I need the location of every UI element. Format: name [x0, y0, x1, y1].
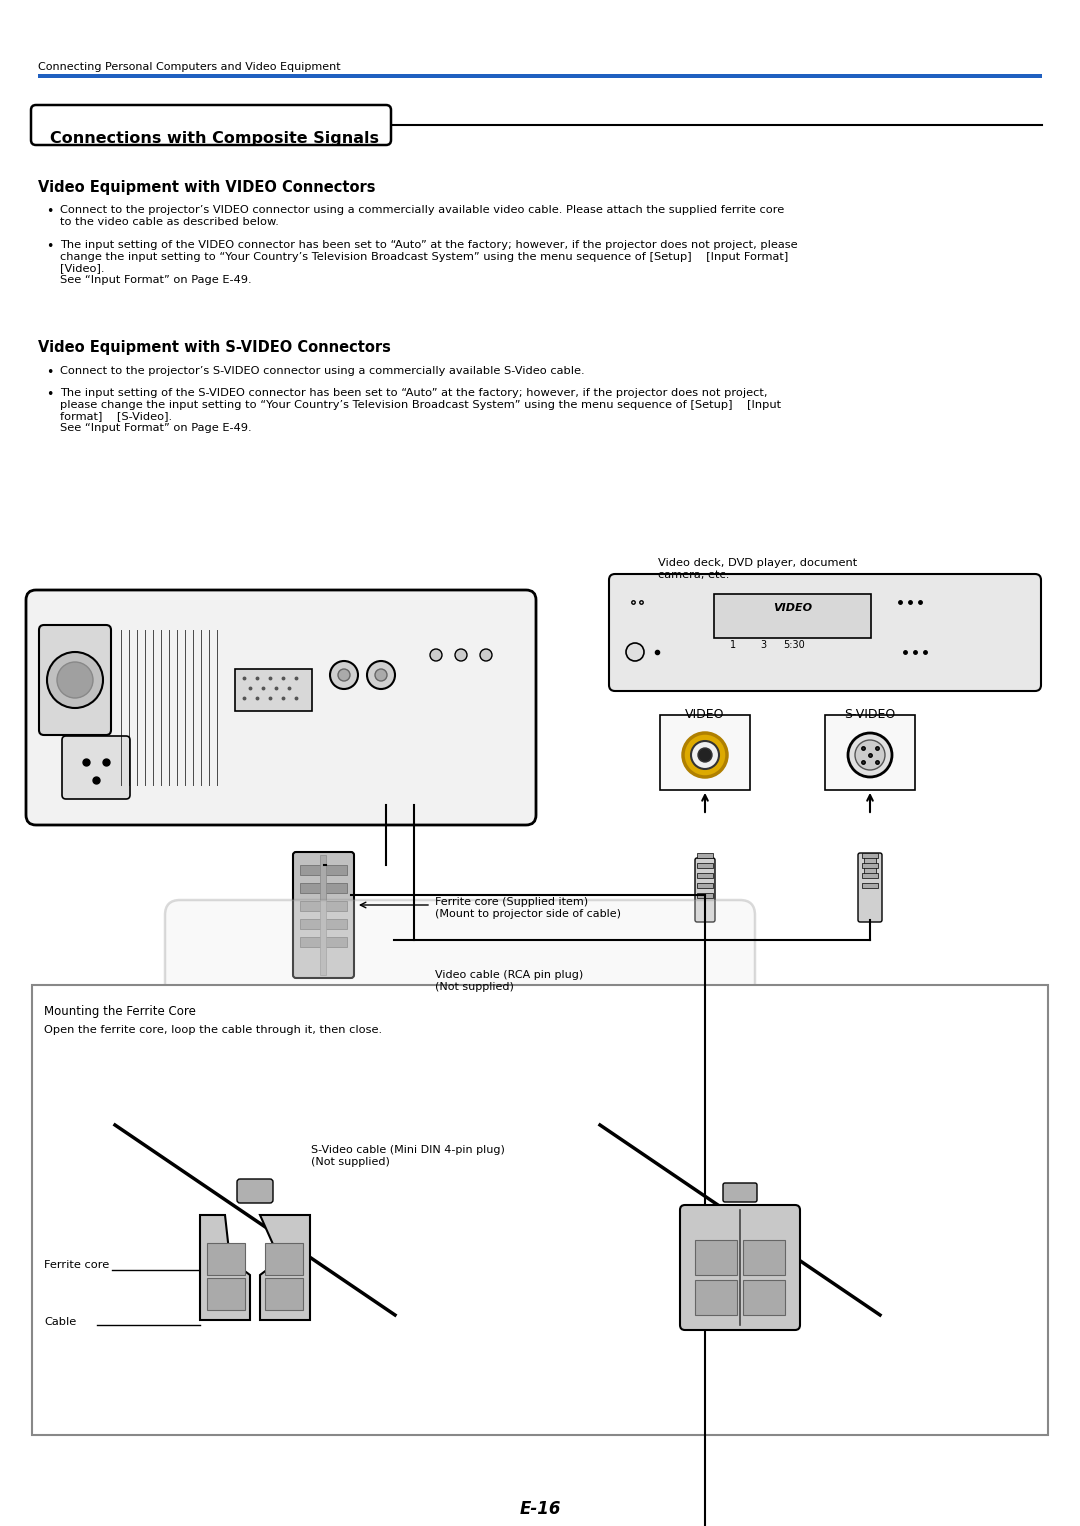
Polygon shape: [260, 1215, 310, 1320]
Text: Video deck, DVD player, document
camera, etc.: Video deck, DVD player, document camera,…: [658, 559, 858, 580]
Text: S-Video cable (Mini DIN 4-pin plug)
(Not supplied): S-Video cable (Mini DIN 4-pin plug) (Not…: [311, 1144, 504, 1166]
Bar: [265, 1277, 303, 1309]
Text: •: •: [46, 204, 53, 218]
Bar: [862, 853, 878, 858]
Circle shape: [626, 642, 644, 661]
Bar: [697, 864, 713, 868]
Bar: [864, 858, 876, 874]
FancyBboxPatch shape: [858, 853, 882, 922]
Bar: [862, 884, 878, 888]
Circle shape: [480, 649, 492, 661]
Circle shape: [330, 661, 357, 690]
FancyBboxPatch shape: [26, 591, 536, 826]
FancyBboxPatch shape: [714, 594, 870, 638]
Text: S-VIDEO: S-VIDEO: [845, 708, 895, 720]
Bar: [696, 1241, 737, 1276]
Text: VIDEO: VIDEO: [685, 708, 725, 720]
FancyBboxPatch shape: [165, 900, 755, 1151]
Circle shape: [855, 740, 885, 771]
Text: 1: 1: [730, 639, 737, 650]
FancyBboxPatch shape: [723, 1183, 757, 1202]
FancyBboxPatch shape: [62, 736, 130, 800]
Circle shape: [375, 668, 387, 681]
Text: Connect to the projector’s VIDEO connector using a commercially available video : Connect to the projector’s VIDEO connect…: [60, 204, 784, 226]
Text: •: •: [46, 388, 53, 401]
Circle shape: [338, 668, 350, 681]
Bar: [300, 937, 347, 948]
FancyBboxPatch shape: [237, 1180, 273, 1202]
Text: Cable: Cable: [44, 1317, 77, 1328]
Text: Connecting Personal Computers and Video Equipment: Connecting Personal Computers and Video …: [38, 63, 340, 72]
Bar: [300, 900, 347, 911]
Text: VIDEO: VIDEO: [773, 603, 812, 613]
Text: Connect to the projector’s S-VIDEO connector using a commercially available S-Vi: Connect to the projector’s S-VIDEO conne…: [60, 366, 584, 375]
Bar: [697, 893, 713, 897]
FancyBboxPatch shape: [680, 1206, 800, 1331]
FancyBboxPatch shape: [696, 858, 715, 922]
Text: Ferrite core (Supplied item)
(Mount to projector side of cable): Ferrite core (Supplied item) (Mount to p…: [435, 897, 621, 919]
Circle shape: [691, 742, 719, 769]
Bar: [862, 873, 878, 877]
Bar: [743, 1241, 785, 1276]
Circle shape: [48, 652, 103, 708]
Bar: [38, 73, 1042, 78]
Text: The input setting of the S-VIDEO connector has been set to “Auto” at the factory: The input setting of the S-VIDEO connect…: [60, 388, 781, 433]
Text: 3: 3: [760, 639, 766, 650]
Circle shape: [57, 662, 93, 697]
Text: Video Equipment with S-VIDEO Connectors: Video Equipment with S-VIDEO Connectors: [38, 340, 391, 356]
Circle shape: [698, 748, 712, 761]
Circle shape: [455, 649, 467, 661]
Text: Video Equipment with VIDEO Connectors: Video Equipment with VIDEO Connectors: [38, 180, 376, 195]
Bar: [265, 1244, 303, 1276]
Text: 5:30: 5:30: [783, 639, 805, 650]
Text: Mounting the Ferrite Core: Mounting the Ferrite Core: [44, 1006, 195, 1018]
FancyBboxPatch shape: [660, 716, 750, 790]
Bar: [320, 855, 326, 975]
Polygon shape: [200, 1215, 249, 1320]
FancyBboxPatch shape: [235, 668, 312, 711]
Bar: [743, 1280, 785, 1315]
FancyBboxPatch shape: [31, 105, 391, 145]
Bar: [697, 873, 713, 877]
Circle shape: [367, 661, 395, 690]
Text: Ferrite core: Ferrite core: [44, 1260, 109, 1270]
Bar: [300, 919, 347, 929]
FancyBboxPatch shape: [825, 716, 915, 790]
Text: E-16: E-16: [519, 1500, 561, 1518]
Circle shape: [683, 732, 727, 777]
Bar: [697, 884, 713, 888]
Text: The input setting of the VIDEO connector has been set to “Auto” at the factory; : The input setting of the VIDEO connector…: [60, 240, 798, 285]
Bar: [207, 1244, 245, 1276]
Text: •: •: [46, 366, 53, 378]
Text: Video cable (RCA pin plug)
(Not supplied): Video cable (RCA pin plug) (Not supplied…: [435, 971, 583, 992]
Bar: [300, 865, 347, 874]
Text: Open the ferrite core, loop the cable through it, then close.: Open the ferrite core, loop the cable th…: [44, 1025, 382, 1035]
FancyBboxPatch shape: [293, 852, 354, 978]
Bar: [207, 1277, 245, 1309]
Bar: [300, 884, 347, 893]
Text: •: •: [46, 240, 53, 253]
Circle shape: [848, 732, 892, 777]
Text: Connections with Composite Signals: Connections with Composite Signals: [50, 131, 379, 146]
FancyBboxPatch shape: [39, 626, 111, 736]
Circle shape: [430, 649, 442, 661]
Bar: [862, 864, 878, 868]
Bar: [697, 853, 713, 858]
Bar: [32, 984, 1048, 1434]
Bar: [696, 1280, 737, 1315]
FancyBboxPatch shape: [609, 574, 1041, 691]
